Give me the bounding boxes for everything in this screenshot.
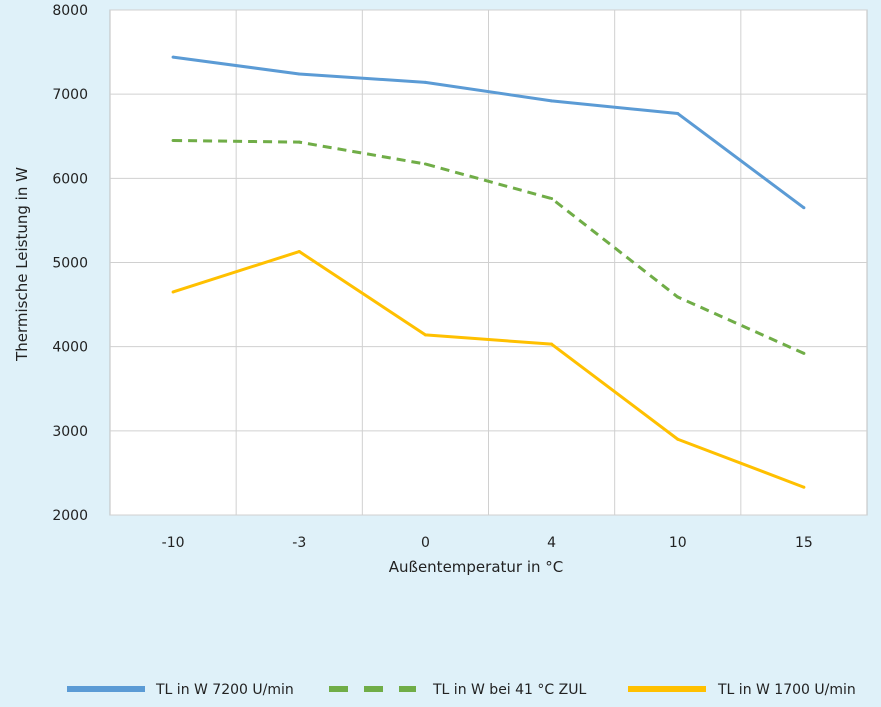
y-tick-label: 3000 — [52, 424, 88, 440]
data-point — [802, 485, 806, 489]
x-axis-title: Außentemperatur in °C — [389, 558, 564, 576]
data-point — [423, 162, 427, 166]
legend: TL in W 7200 U/min TL in W bei 41 °C ZUL T… — [67, 682, 856, 698]
y-tick-label: 2000 — [52, 508, 88, 524]
gridlines — [110, 9, 867, 516]
data-point — [297, 72, 301, 76]
x-tick-label: -10 — [162, 535, 185, 551]
x-tick-label: 0 — [421, 535, 430, 551]
x-tick-label: -3 — [292, 535, 306, 551]
y-tick-label: 4000 — [52, 340, 88, 356]
y-axis-title: Thermische Leistung in W — [13, 167, 31, 362]
x-tick-label: 15 — [795, 535, 813, 551]
y-axis-ticks: 2000 3000 4000 5000 6000 7000 8000 — [52, 3, 88, 524]
data-point — [676, 295, 680, 299]
data-point — [297, 250, 301, 254]
y-tick-label: 5000 — [52, 256, 88, 272]
data-point — [802, 351, 806, 355]
data-point — [171, 290, 175, 294]
y-tick-label: 8000 — [52, 3, 88, 19]
data-point — [676, 112, 680, 116]
legend-label: TL in W 1700 U/min — [717, 682, 856, 698]
x-tick-label: 4 — [547, 535, 556, 551]
series-line — [173, 138, 805, 355]
data-point — [550, 197, 554, 201]
x-axis-ticks: -10 -3 0 4 10 15 — [162, 535, 813, 551]
y-tick-label: 7000 — [52, 87, 88, 103]
x-tick-label: 10 — [669, 535, 687, 551]
data-point — [171, 138, 175, 142]
legend-label: TL in W bei 41 °C ZUL — [432, 682, 586, 698]
data-point — [550, 99, 554, 103]
data-point — [297, 140, 301, 144]
data-point — [676, 437, 680, 441]
data-point — [550, 342, 554, 346]
y-tick-label: 6000 — [52, 171, 88, 187]
series-line — [172, 250, 805, 489]
data-point — [423, 333, 427, 337]
data-point — [802, 206, 806, 210]
data-point — [423, 80, 427, 84]
data-point — [171, 55, 175, 59]
legend-label: TL in W 7200 U/min — [155, 682, 294, 698]
series-lines — [171, 55, 806, 489]
series-line — [172, 55, 805, 209]
